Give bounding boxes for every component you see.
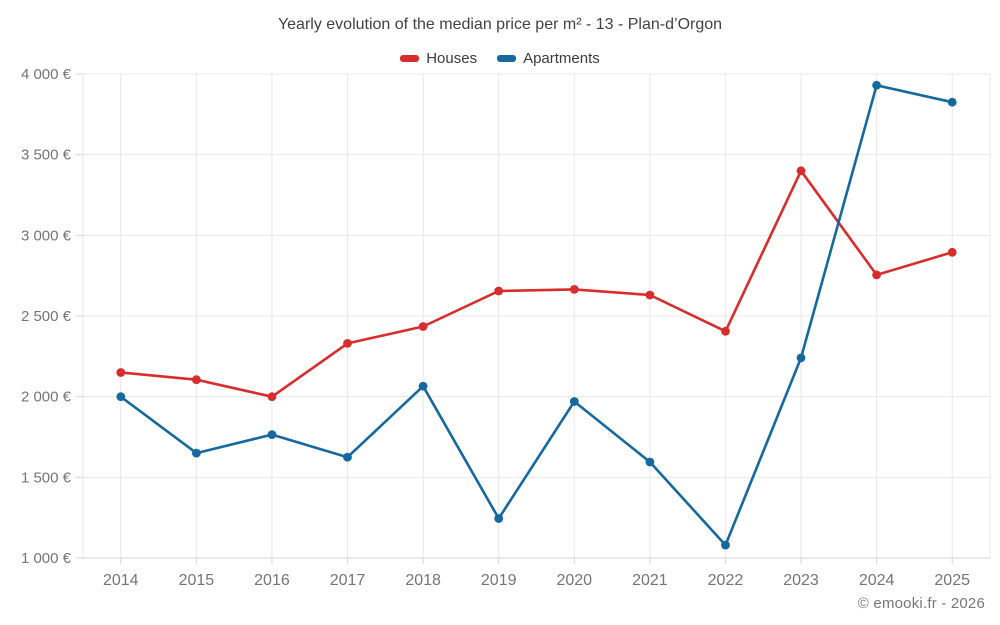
legend-label-houses: Houses (426, 49, 478, 67)
houses-point-2021[interactable] (645, 290, 655, 300)
y-axis-label: 2 500 € (21, 308, 72, 325)
apartments-line (119, 84, 954, 547)
houses-line (119, 169, 954, 399)
chart-title: Yearly evolution of the median price per… (277, 16, 723, 33)
apartments-point-2022[interactable] (721, 540, 730, 550)
y-axis-label: 2 000 € (21, 389, 72, 406)
copyright-footer: © emooki.fr - 2026 (857, 595, 985, 612)
apartments-point-2020[interactable] (569, 397, 579, 406)
y-axis-label: 3 000 € (21, 227, 72, 244)
apartments-point-2014[interactable] (116, 392, 126, 402)
apartments-point-2023[interactable] (796, 353, 806, 363)
apartments-point-2024[interactable] (872, 80, 881, 90)
x-axis-label-2025: 2025 (934, 572, 970, 589)
x-axis-label-2019: 2019 (481, 572, 517, 589)
legend-label-apartments: Apartments (523, 49, 600, 67)
x-axis-label-2022: 2022 (708, 572, 744, 589)
apartments-series-swatch-icon (497, 54, 517, 62)
houses-point-2022[interactable] (721, 326, 730, 336)
chart-legend: Houses Apartments (0, 46, 1000, 70)
y-axis-label: 1 500 € (21, 469, 72, 486)
houses-point-2019[interactable] (494, 286, 504, 296)
x-axis-label-2024: 2024 (859, 572, 895, 589)
houses-point-2020[interactable] (569, 285, 579, 294)
x-axis-label-2020: 2020 (556, 572, 592, 589)
x-axis-label-2016: 2016 (254, 572, 290, 589)
houses-point-2023[interactable] (796, 166, 806, 176)
apartments-point-2025[interactable] (947, 97, 957, 107)
apartments-point-2021[interactable] (645, 457, 655, 467)
x-axis-label-2015: 2015 (179, 572, 215, 589)
x-axis-label-2018: 2018 (405, 572, 441, 589)
houses-point-2024[interactable] (872, 270, 881, 280)
x-axis-label-2023: 2023 (783, 572, 819, 589)
houses-point-2017[interactable] (343, 339, 352, 348)
apartments-point-2017[interactable] (343, 452, 352, 462)
houses-point-2018[interactable] (418, 322, 428, 331)
houses-point-2025[interactable] (947, 247, 957, 257)
houses-series-swatch-icon (400, 54, 420, 62)
legend-item-houses[interactable]: Houses (400, 50, 477, 67)
houses-point-2016[interactable] (267, 392, 277, 402)
legend-item-apartments[interactable]: Apartments (497, 50, 600, 67)
y-axis-label: 1 000 € (21, 550, 72, 567)
x-axis-label-2021: 2021 (632, 572, 668, 589)
y-axis-label: 3 500 € (21, 147, 72, 164)
x-axis-label-2017: 2017 (330, 572, 366, 589)
y-axis-label: 4 000 € (21, 66, 72, 83)
houses-point-2015[interactable] (192, 375, 201, 385)
apartments-point-2015[interactable] (192, 448, 201, 458)
apartments-point-2018[interactable] (418, 381, 428, 391)
houses-point-2014[interactable] (116, 368, 126, 377)
x-axis-label-2014: 2014 (103, 572, 139, 589)
apartments-point-2016[interactable] (267, 430, 277, 439)
apartments-point-2019[interactable] (494, 514, 504, 523)
